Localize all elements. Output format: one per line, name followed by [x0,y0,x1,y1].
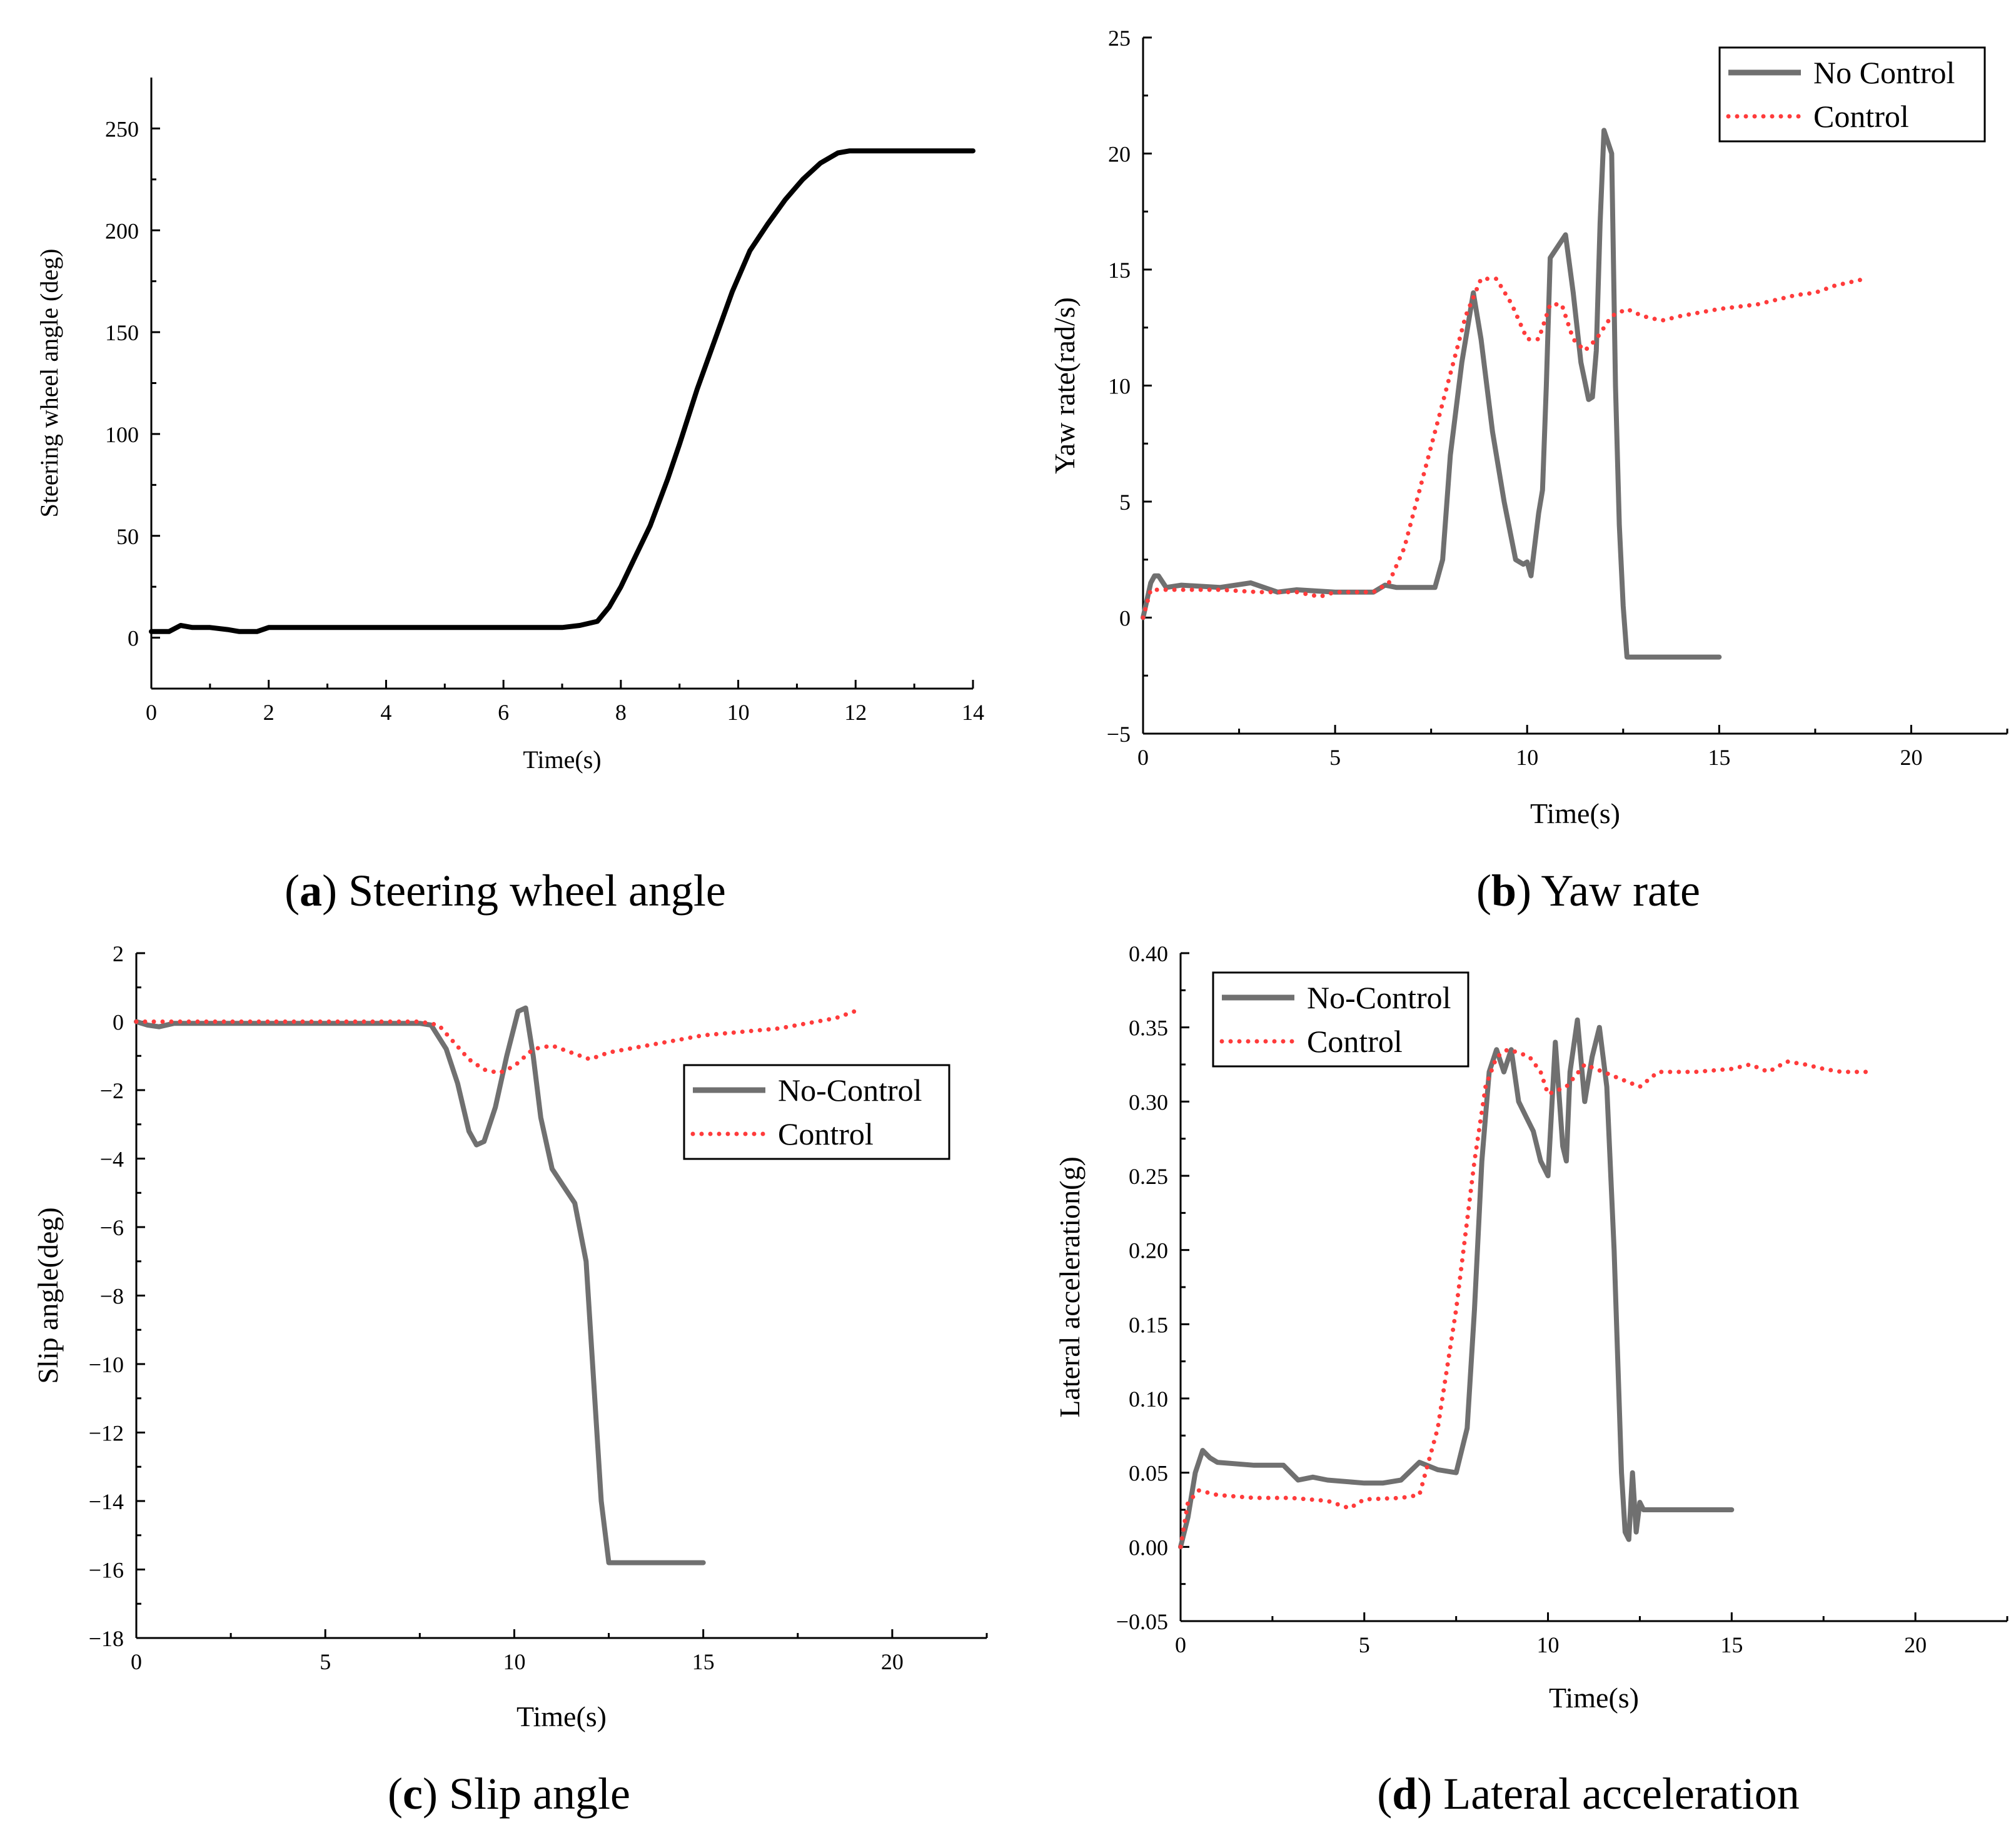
panel-caption: (d) Lateral acceleration [1377,1769,1800,1819]
x-tick-label: 10 [1516,745,1538,770]
y-tick-label: 0.15 [1129,1312,1168,1337]
y-tick-label: 0 [128,626,139,651]
y-tick-label: −16 [89,1558,124,1583]
series-line-control [1178,1047,1874,1549]
panel-d: 0 5 10 15 20 −0.05 0.00 0.05 0.10 0.15 0.20 0.25 0.3… [1054,941,2008,1819]
y-tick-label: −6 [100,1215,124,1240]
x-tick-label: 0 [131,1649,142,1674]
x-tick-label: 10 [503,1649,525,1674]
panel-a: 0 2 4 6 8 10 12 14 0 50 100 150 200 250 Time(s) Steerin… [35,78,984,916]
caption-letter: c [403,1769,423,1819]
x-tick-label: 5 [1359,1632,1370,1657]
x-axis-title: Time(s) [1549,1682,1639,1714]
y-tick-label: 15 [1108,258,1131,283]
y-tick-label: 25 [1108,26,1131,51]
y-tick-label: 0.20 [1129,1238,1168,1263]
legend: No-Control Control [1212,971,1469,1068]
x-tick-label: 6 [498,700,509,725]
series-line-no-control [1141,128,1722,660]
y-tick-label: −5 [1107,722,1131,747]
legend-label: Control [778,1116,874,1151]
legend-label: Control [1813,99,1909,134]
y-tick-label: −14 [89,1489,124,1514]
x-tick-label: 8 [615,700,627,725]
y-tick-label: −18 [89,1626,124,1651]
series-line-control [1141,276,1868,620]
y-axis-title: Lateral acceleration(g) [1054,1156,1086,1418]
series-line-no-control [134,1005,706,1565]
x-axis-title: Time(s) [1530,797,1620,829]
y-tick-label: 0.30 [1129,1089,1168,1115]
series-line-steering-wheel-angle [149,148,975,634]
x-tick-label: 20 [1904,1632,1927,1657]
y-tick-label: 100 [105,422,139,447]
x-tick-label: 12 [844,700,867,725]
panel-caption: (b) Yaw rate [1476,866,1700,916]
y-tick-label: −10 [89,1352,124,1377]
y-tick-label: −0.05 [1116,1609,1168,1634]
series-line-control [134,1009,857,1076]
x-tick-label: 0 [1175,1632,1186,1657]
x-tick-label: 10 [727,700,750,725]
x-tick-label: 4 [380,700,391,725]
y-axis-title: Steering wheel angle (deg) [35,249,63,518]
series-line-no-control [1178,1017,1735,1550]
y-tick-label: 10 [1108,374,1131,399]
y-tick-label: −8 [100,1284,124,1309]
y-tick-label: −12 [89,1421,124,1446]
y-tick-label: 0.00 [1129,1535,1168,1560]
legend-label: No Control [1813,55,1955,90]
y-axis-title: Yaw rate(rad/s) [1049,297,1081,474]
y-tick-label: 20 [1108,142,1131,167]
y-tick-label: 250 [105,116,139,141]
y-tick-label: 150 [105,320,139,345]
y-tick-label: 0.40 [1129,941,1168,966]
y-tick-label: 0.25 [1129,1164,1168,1189]
legend: No-Control Control [683,1064,950,1160]
legend-box [1718,46,1986,143]
x-axis-title: Time(s) [517,1701,607,1732]
y-tick-label: −2 [100,1078,124,1103]
x-tick-label: 0 [1137,745,1149,770]
legend-label: Control [1307,1024,1403,1059]
y-tick-label: 0 [113,1010,124,1035]
x-tick-label: 15 [1708,745,1730,770]
panel-c: 0 5 10 15 20 −18 −16 −14 −12 −10 −8 −6 −4 −2 0 2 Time(s)… [32,941,988,1819]
y-tick-label: 0.05 [1129,1461,1168,1486]
y-tick-label: 200 [105,218,139,243]
legend-box [1212,971,1469,1068]
x-tick-label: 20 [881,1649,904,1674]
legend-label: No-Control [1307,980,1451,1015]
y-tick-label: 0.10 [1129,1387,1168,1412]
legend-box [683,1064,950,1160]
x-tick-label: 15 [1720,1632,1743,1657]
x-axis-title: Time(s) [523,746,601,774]
x-tick-label: 10 [1537,1632,1560,1657]
x-tick-label: 5 [1329,745,1341,770]
y-axis-title: Slip angle(deg) [32,1207,64,1383]
y-tick-label: 2 [113,941,124,966]
x-tick-label: 5 [320,1649,331,1674]
y-tick-label: 0.35 [1129,1016,1168,1041]
y-tick-label: 0 [1119,606,1131,631]
legend-label: No-Control [778,1073,922,1108]
x-tick-label: 15 [692,1649,715,1674]
y-tick-label: −4 [100,1147,124,1172]
panel-caption: (a) Steering wheel angle [285,866,726,916]
x-tick-label: 2 [263,700,275,725]
panel-caption: (c) Slip angle [388,1769,630,1819]
y-tick-label: 5 [1119,490,1131,515]
caption-letter: d [1392,1769,1417,1819]
caption-letter: b [1491,866,1516,916]
x-tick-label: 20 [1900,745,1922,770]
x-tick-label: 14 [962,700,984,725]
legend: No Control Control [1718,46,1986,143]
caption-letter: a [300,866,322,916]
x-tick-label: 0 [146,700,157,725]
y-tick-label: 50 [116,524,139,549]
